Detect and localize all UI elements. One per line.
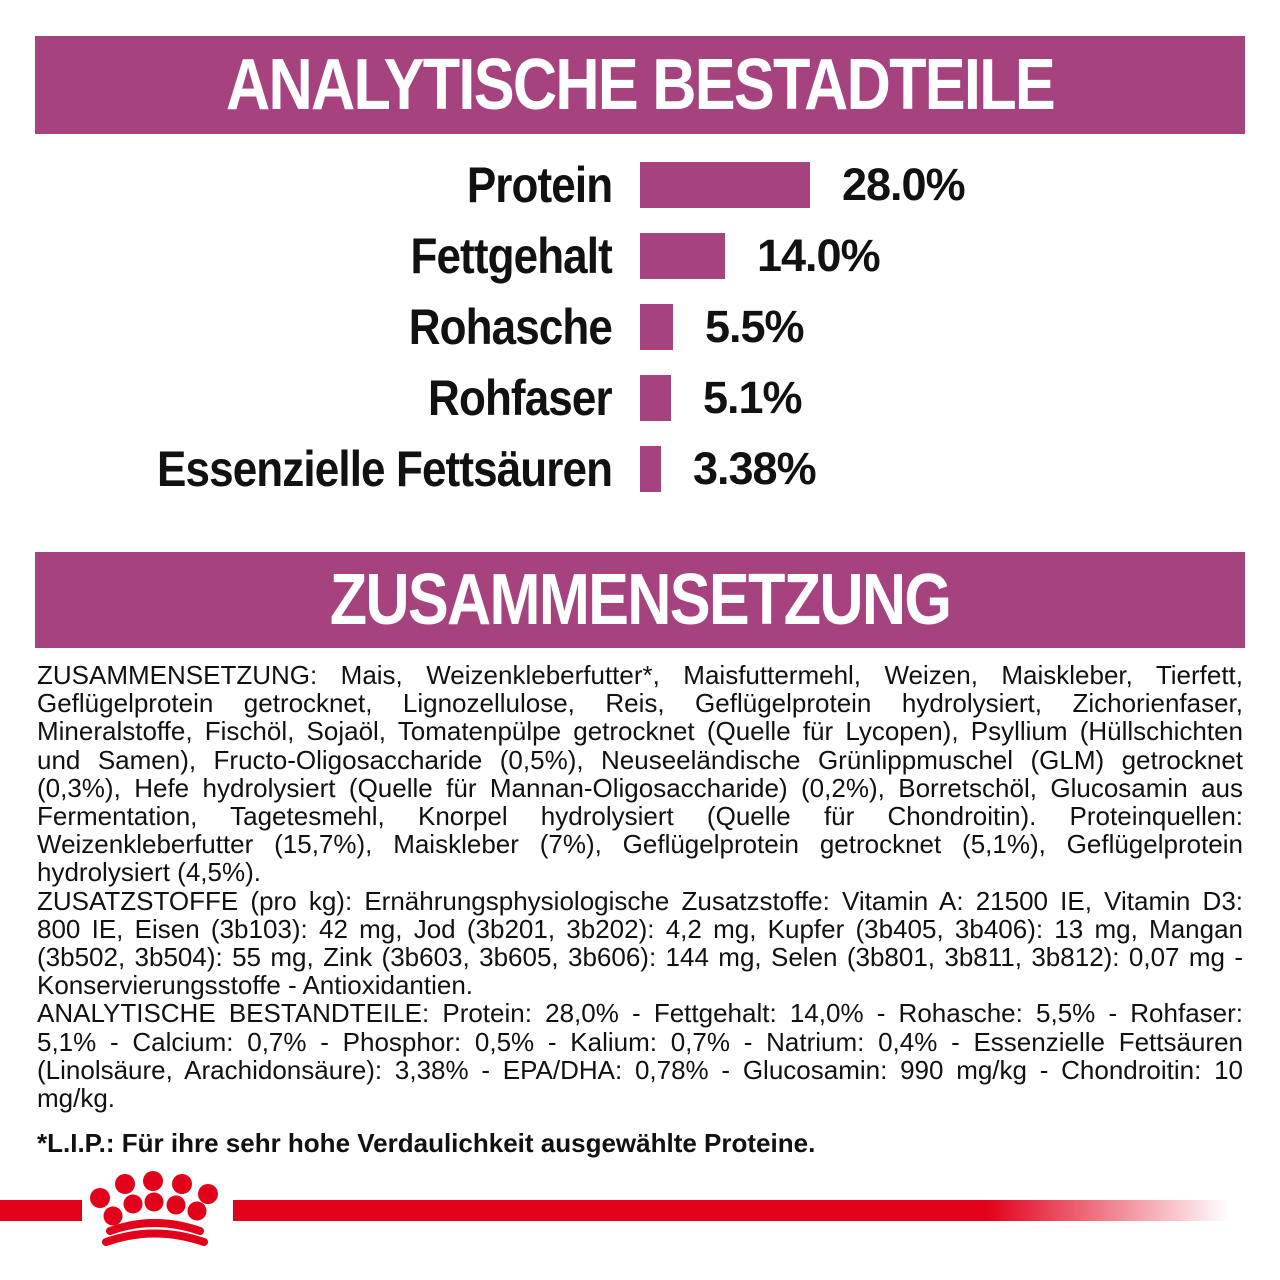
chart-row: Fettgehalt 14.0% [35,220,1245,291]
nutrient-label: Essenzielle Fettsäuren [156,440,613,497]
nutrient-value: 28.0% [842,158,966,210]
analytical-constituents-title: ANALYTISCHE BESTADTEILE [226,45,1056,125]
composition-paragraph: ZUSAMMENSETZUNG: Mais, Weizenkleberfutte… [37,660,1243,888]
chart-row: Essenzielle Fettsäuren 3.38% [35,433,1245,504]
analytical-constituents-banner: ANALYTISCHE BESTADTEILE [35,36,1245,134]
nutrient-label: Rohasche [408,298,613,355]
nutrient-bar [640,445,661,492]
chart-row: Protein 28.0% [35,149,1245,220]
royal-canin-crown-icon [90,1171,218,1246]
crown-base-arcs [102,1219,208,1246]
nutrient-label: Fettgehalt [410,227,613,284]
nutrient-value: 5.5% [705,300,805,352]
chart-row: Rohfaser 5.1% [35,362,1245,433]
ingredients-text-block: ZUSAMMENSETZUNG: Mais, Weizenkleberfutte… [37,661,1243,1112]
footer-red-band [0,1200,1280,1221]
nutrient-value: 3.38% [693,442,817,494]
nutrient-bar [640,232,725,279]
analytical-constituents-chart: Protein 28.0% Fettgehalt 14.0% Rohasche … [35,149,1245,504]
composition-title: ZUSAMMENSETZUNG [329,560,952,640]
nutrient-label: Protein [466,156,613,213]
composition-banner: ZUSAMMENSETZUNG [35,552,1245,648]
nutrient-bar [640,374,671,421]
nutrient-value: 14.0% [757,229,881,281]
nutrient-label: Rohfaser [428,369,613,426]
nutrient-value: 5.1% [703,371,803,423]
nutrient-bar [640,303,673,350]
lip-footnote: *L.I.P.: Für ihre sehr hohe Verdaulichke… [37,1128,816,1158]
analytical-paragraph: ANALYTISCHE BESTANDTEILE: Protein: 28,0%… [37,998,1243,1114]
nutrient-bar [640,161,810,208]
chart-row: Rohasche 5.5% [35,291,1245,362]
crown-dots [90,1171,218,1226]
additives-paragraph: ZUSATZSTOFFE (pro kg): Ernährungsphysiol… [37,885,1243,1001]
